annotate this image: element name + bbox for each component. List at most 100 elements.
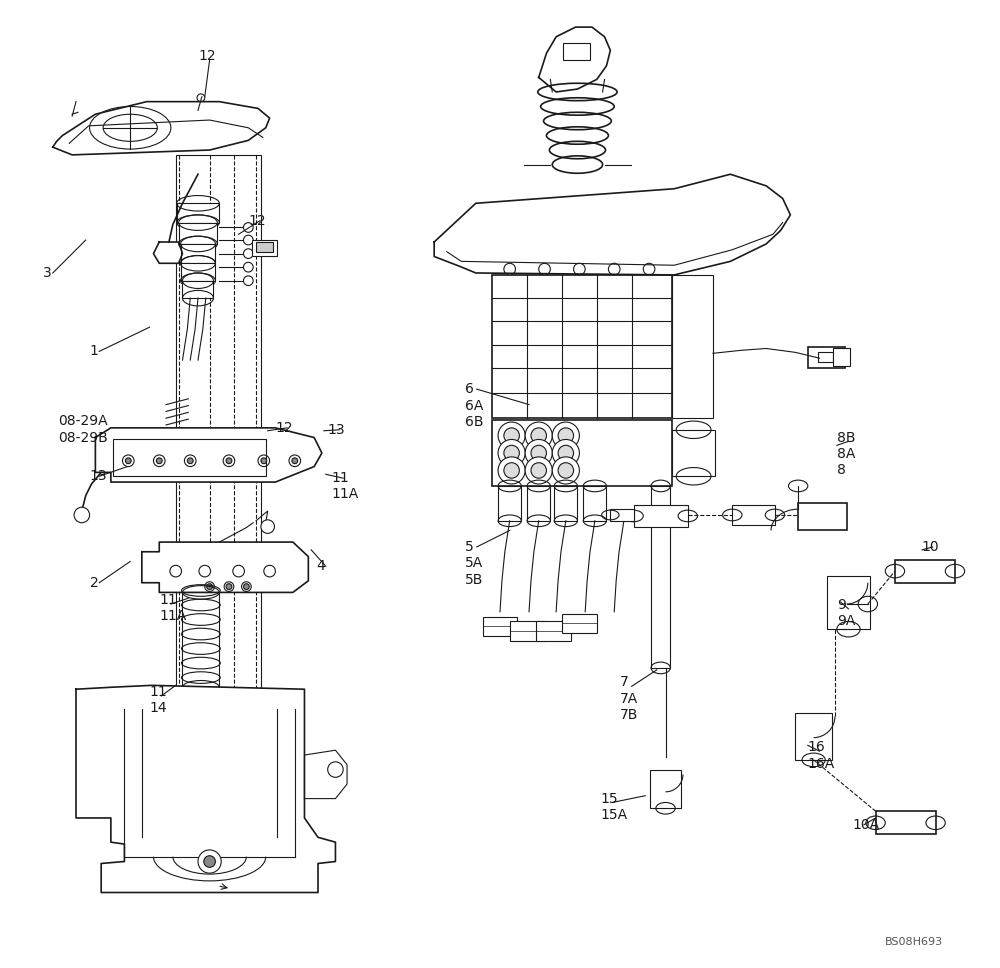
Circle shape xyxy=(243,262,253,272)
Bar xyxy=(510,621,545,641)
Circle shape xyxy=(504,463,519,478)
Polygon shape xyxy=(304,750,347,799)
Circle shape xyxy=(525,457,552,484)
Bar xyxy=(808,347,845,368)
Circle shape xyxy=(243,223,253,232)
Text: 7B: 7B xyxy=(620,709,638,722)
Bar xyxy=(527,486,550,521)
Circle shape xyxy=(525,422,552,449)
Text: 16A: 16A xyxy=(808,757,835,771)
Bar xyxy=(176,155,261,774)
Polygon shape xyxy=(53,102,270,155)
Circle shape xyxy=(539,263,550,275)
Text: 16: 16 xyxy=(808,741,826,754)
Circle shape xyxy=(558,428,574,443)
Text: 8B: 8B xyxy=(837,431,855,444)
Text: 6: 6 xyxy=(465,382,474,396)
Bar xyxy=(554,486,577,521)
Text: 1: 1 xyxy=(90,345,98,358)
Circle shape xyxy=(504,428,519,443)
Polygon shape xyxy=(434,174,790,275)
Text: 13: 13 xyxy=(90,469,107,483)
Circle shape xyxy=(531,463,546,478)
Bar xyxy=(583,486,606,521)
Text: 7: 7 xyxy=(620,676,629,689)
Circle shape xyxy=(328,762,343,777)
Text: 6B: 6B xyxy=(465,415,484,429)
Circle shape xyxy=(504,263,515,275)
Circle shape xyxy=(74,507,90,523)
Text: 3: 3 xyxy=(43,266,52,280)
Bar xyxy=(818,352,833,362)
Bar xyxy=(798,503,847,530)
Bar xyxy=(833,348,850,366)
Circle shape xyxy=(204,856,215,867)
Circle shape xyxy=(643,263,655,275)
Circle shape xyxy=(243,249,253,258)
Circle shape xyxy=(552,439,579,467)
Circle shape xyxy=(292,458,298,464)
Bar xyxy=(182,281,213,298)
Text: 11A: 11A xyxy=(159,609,187,622)
Text: 11: 11 xyxy=(159,593,177,607)
Circle shape xyxy=(243,276,253,286)
Bar xyxy=(876,811,936,834)
Text: 5B: 5B xyxy=(465,573,484,587)
Bar xyxy=(181,244,215,263)
Circle shape xyxy=(531,428,546,443)
Text: 15: 15 xyxy=(601,792,618,805)
Circle shape xyxy=(498,422,525,449)
Circle shape xyxy=(261,520,274,533)
Text: 10: 10 xyxy=(921,540,939,554)
Circle shape xyxy=(226,584,232,590)
Bar xyxy=(562,614,597,633)
Text: 8: 8 xyxy=(837,464,846,477)
Text: 08-29A: 08-29A xyxy=(59,414,108,428)
Bar xyxy=(634,505,688,527)
Circle shape xyxy=(552,422,579,449)
Bar xyxy=(827,576,870,629)
Circle shape xyxy=(125,458,131,464)
Text: 14: 14 xyxy=(150,701,167,714)
Bar xyxy=(895,560,955,583)
Text: 7A: 7A xyxy=(620,692,638,706)
Bar xyxy=(492,275,672,418)
Bar xyxy=(483,617,517,636)
Polygon shape xyxy=(153,242,182,263)
Circle shape xyxy=(498,439,525,467)
Circle shape xyxy=(243,584,249,590)
Text: 11A: 11A xyxy=(332,487,359,500)
Text: 10A: 10A xyxy=(852,818,879,832)
Text: 15A: 15A xyxy=(601,808,628,822)
Text: 8A: 8A xyxy=(837,447,855,461)
Text: 11: 11 xyxy=(332,471,349,485)
Bar xyxy=(492,420,672,486)
Circle shape xyxy=(552,457,579,484)
Text: 13: 13 xyxy=(328,423,345,437)
Bar xyxy=(498,486,521,521)
Circle shape xyxy=(525,439,552,467)
Bar xyxy=(732,505,775,525)
Circle shape xyxy=(504,445,519,461)
Text: 9: 9 xyxy=(837,598,846,612)
Circle shape xyxy=(243,235,253,245)
Bar xyxy=(650,770,681,808)
Polygon shape xyxy=(142,542,308,592)
Circle shape xyxy=(558,463,574,478)
Bar xyxy=(113,439,266,476)
Text: 12: 12 xyxy=(275,421,293,435)
Bar xyxy=(672,430,715,476)
Text: BS08H693: BS08H693 xyxy=(885,937,943,947)
Text: 12: 12 xyxy=(198,49,216,63)
Circle shape xyxy=(498,457,525,484)
Bar xyxy=(563,43,590,60)
Text: 4: 4 xyxy=(316,560,325,573)
Circle shape xyxy=(207,584,213,590)
Polygon shape xyxy=(95,428,322,482)
Bar xyxy=(179,223,217,244)
Bar xyxy=(536,621,571,641)
Circle shape xyxy=(608,263,620,275)
Bar xyxy=(795,713,832,760)
Bar xyxy=(252,240,277,256)
Bar xyxy=(672,275,713,418)
